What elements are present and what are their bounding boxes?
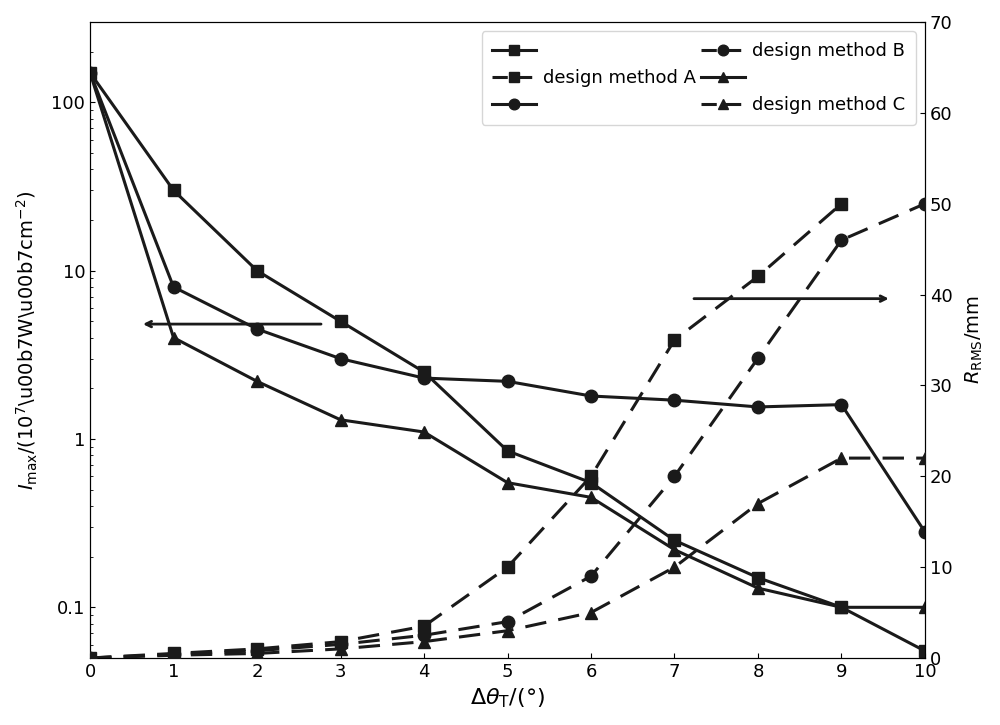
Y-axis label: $R_{\mathrm{RMS}}$/mm: $R_{\mathrm{RMS}}$/mm <box>964 296 985 384</box>
X-axis label: $\Delta\theta_{\mathrm{T}}$/(°): $\Delta\theta_{\mathrm{T}}$/(°) <box>470 687 545 710</box>
Y-axis label: $I_{\mathrm{max}}$/(10$^{7}$\u00b7W\u00b7cm$^{-2}$): $I_{\mathrm{max}}$/(10$^{7}$\u00b7W\u00b… <box>15 191 40 489</box>
Legend: , design method A, , design method B, , design method C: , design method A, , design method B, , … <box>482 31 916 125</box>
